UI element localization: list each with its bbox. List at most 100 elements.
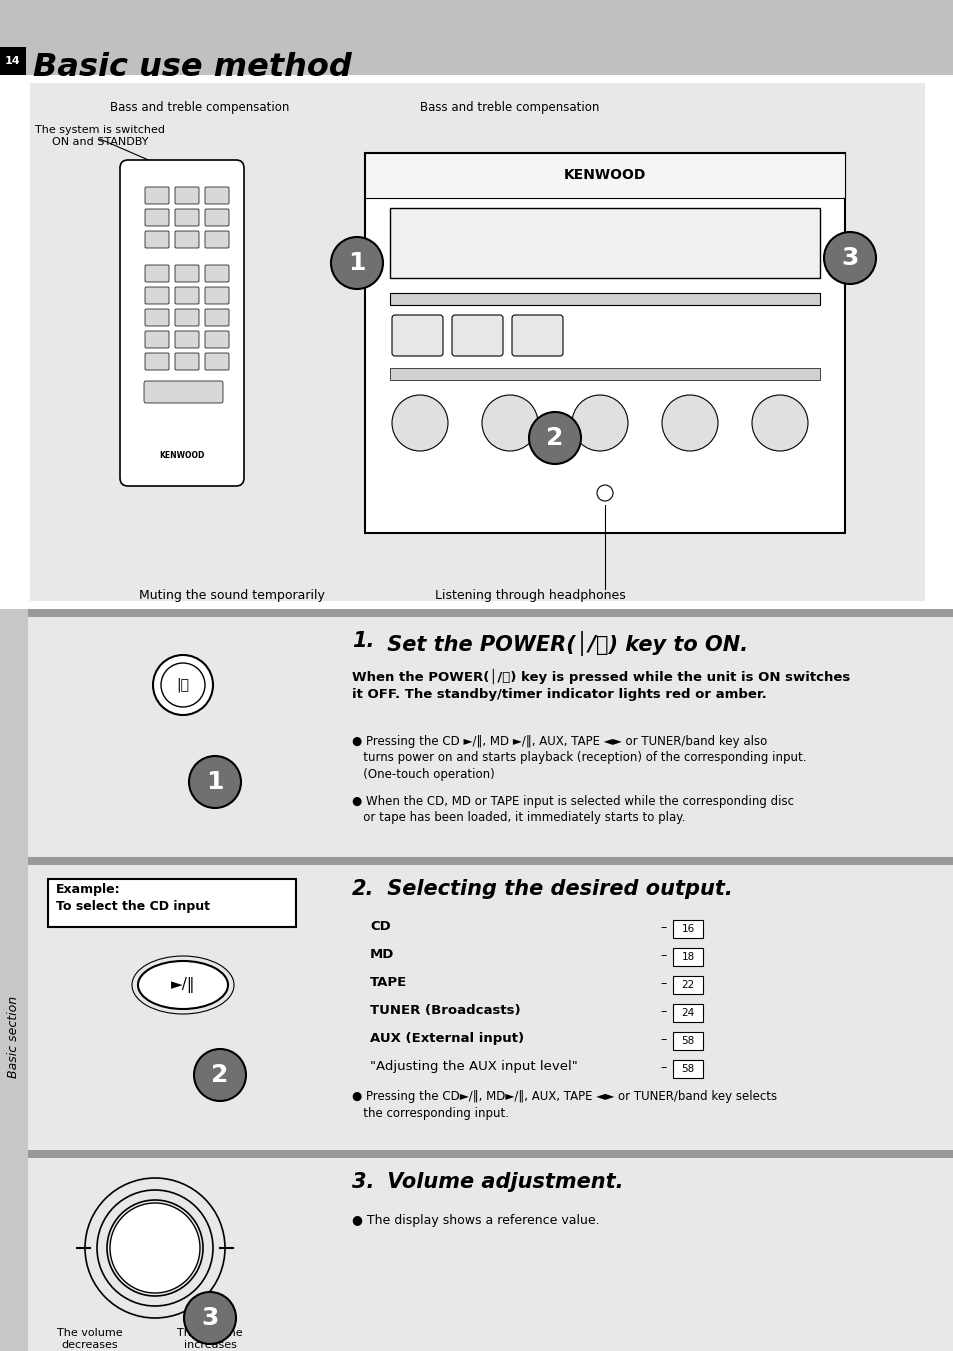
Text: The system is switched
ON and STANDBY: The system is switched ON and STANDBY [35,126,165,147]
FancyBboxPatch shape [174,331,199,349]
Text: ►/‖: ►/‖ [171,977,195,993]
FancyBboxPatch shape [205,186,229,204]
Circle shape [184,1292,235,1344]
Bar [672,975,702,994]
Text: TAPE: TAPE [370,975,407,989]
Bar [672,1004,702,1021]
Bar [365,153,844,534]
FancyBboxPatch shape [512,315,562,357]
FancyBboxPatch shape [145,186,169,204]
FancyBboxPatch shape [145,331,169,349]
Text: Basic use method: Basic use method [33,51,352,82]
Text: Muting the sound temporarily: Muting the sound temporarily [139,589,325,603]
Text: Volume adjustment.: Volume adjustment. [379,1173,623,1192]
Bar [672,1061,702,1078]
Text: KENWOOD: KENWOOD [159,451,205,461]
Circle shape [572,394,627,451]
Bar [390,293,820,305]
FancyBboxPatch shape [205,265,229,282]
FancyBboxPatch shape [174,186,199,204]
Circle shape [110,1202,200,1293]
Circle shape [392,394,448,451]
FancyBboxPatch shape [174,353,199,370]
Text: 3: 3 [201,1306,218,1329]
Text: Listening through headphones: Listening through headphones [435,589,625,603]
Bar [390,367,820,380]
Text: Bass and treble compensation: Bass and treble compensation [420,101,599,113]
Text: 2.: 2. [352,880,374,898]
Text: Example:
To select the CD input: Example: To select the CD input [56,884,210,913]
Bar [48,880,295,927]
Text: Basic section: Basic section [8,996,20,1078]
Bar [28,857,953,865]
Text: 16: 16 [680,924,694,934]
Bar [30,82,924,601]
Bar [0,609,28,1351]
Bar [28,1158,953,1351]
Text: "Adjusting the AUX input level": "Adjusting the AUX input level" [370,1061,578,1073]
Bar [0,609,953,617]
Text: 22: 22 [680,979,694,990]
Text: –: – [659,1005,665,1019]
Text: The volume
increases: The volume increases [177,1328,243,1351]
FancyBboxPatch shape [392,315,442,357]
FancyBboxPatch shape [120,159,244,486]
FancyBboxPatch shape [145,265,169,282]
FancyBboxPatch shape [174,309,199,326]
Bar [365,153,844,199]
Circle shape [823,232,875,284]
Text: ● Pressing the CD ►/‖, MD ►/‖, AUX, TAPE ◄► or TUNER/band key also
   turns powe: ● Pressing the CD ►/‖, MD ►/‖, AUX, TAPE… [352,735,805,781]
FancyBboxPatch shape [205,231,229,249]
Bar [28,1150,953,1158]
Circle shape [751,394,807,451]
Bar [672,1032,702,1050]
Text: –: – [659,1061,665,1074]
Circle shape [152,655,213,715]
Text: 18: 18 [680,952,694,962]
Text: 58: 58 [680,1065,694,1074]
Circle shape [193,1048,246,1101]
Bar [0,0,953,76]
FancyBboxPatch shape [145,309,169,326]
Bar [0,47,26,76]
FancyBboxPatch shape [174,286,199,304]
FancyBboxPatch shape [174,209,199,226]
Text: 3.: 3. [352,1173,374,1192]
Text: |⏻: |⏻ [176,678,190,692]
Text: 24: 24 [680,1008,694,1019]
Bar [672,948,702,966]
Circle shape [597,485,613,501]
Text: KENWOOD: KENWOOD [563,168,645,182]
Text: ● When the CD, MD or TAPE input is selected while the corresponding disc
   or t: ● When the CD, MD or TAPE input is selec… [352,794,793,824]
Text: –: – [659,921,665,934]
FancyBboxPatch shape [205,309,229,326]
Text: AUX (External input): AUX (External input) [370,1032,523,1046]
Circle shape [161,663,205,707]
Bar [28,617,953,857]
Text: 1: 1 [206,770,224,794]
Text: TUNER (Broadcasts): TUNER (Broadcasts) [370,1004,520,1017]
FancyBboxPatch shape [205,286,229,304]
Text: 2: 2 [546,426,563,450]
Circle shape [661,394,718,451]
FancyBboxPatch shape [452,315,502,357]
Text: Selecting the desired output.: Selecting the desired output. [379,880,732,898]
FancyBboxPatch shape [174,231,199,249]
Ellipse shape [138,961,228,1009]
Text: CD: CD [370,920,391,934]
Text: 3: 3 [841,246,858,270]
FancyBboxPatch shape [145,353,169,370]
Text: ● The display shows a reference value.: ● The display shows a reference value. [352,1215,599,1227]
FancyBboxPatch shape [205,331,229,349]
FancyBboxPatch shape [144,381,223,403]
FancyBboxPatch shape [205,353,229,370]
Text: –: – [659,977,665,990]
FancyBboxPatch shape [145,231,169,249]
Circle shape [189,757,241,808]
FancyBboxPatch shape [205,209,229,226]
Circle shape [331,236,382,289]
Bar [390,208,820,278]
Bar [28,865,953,1150]
Text: The volume
decreases: The volume decreases [57,1328,123,1351]
Text: 1: 1 [348,251,365,276]
